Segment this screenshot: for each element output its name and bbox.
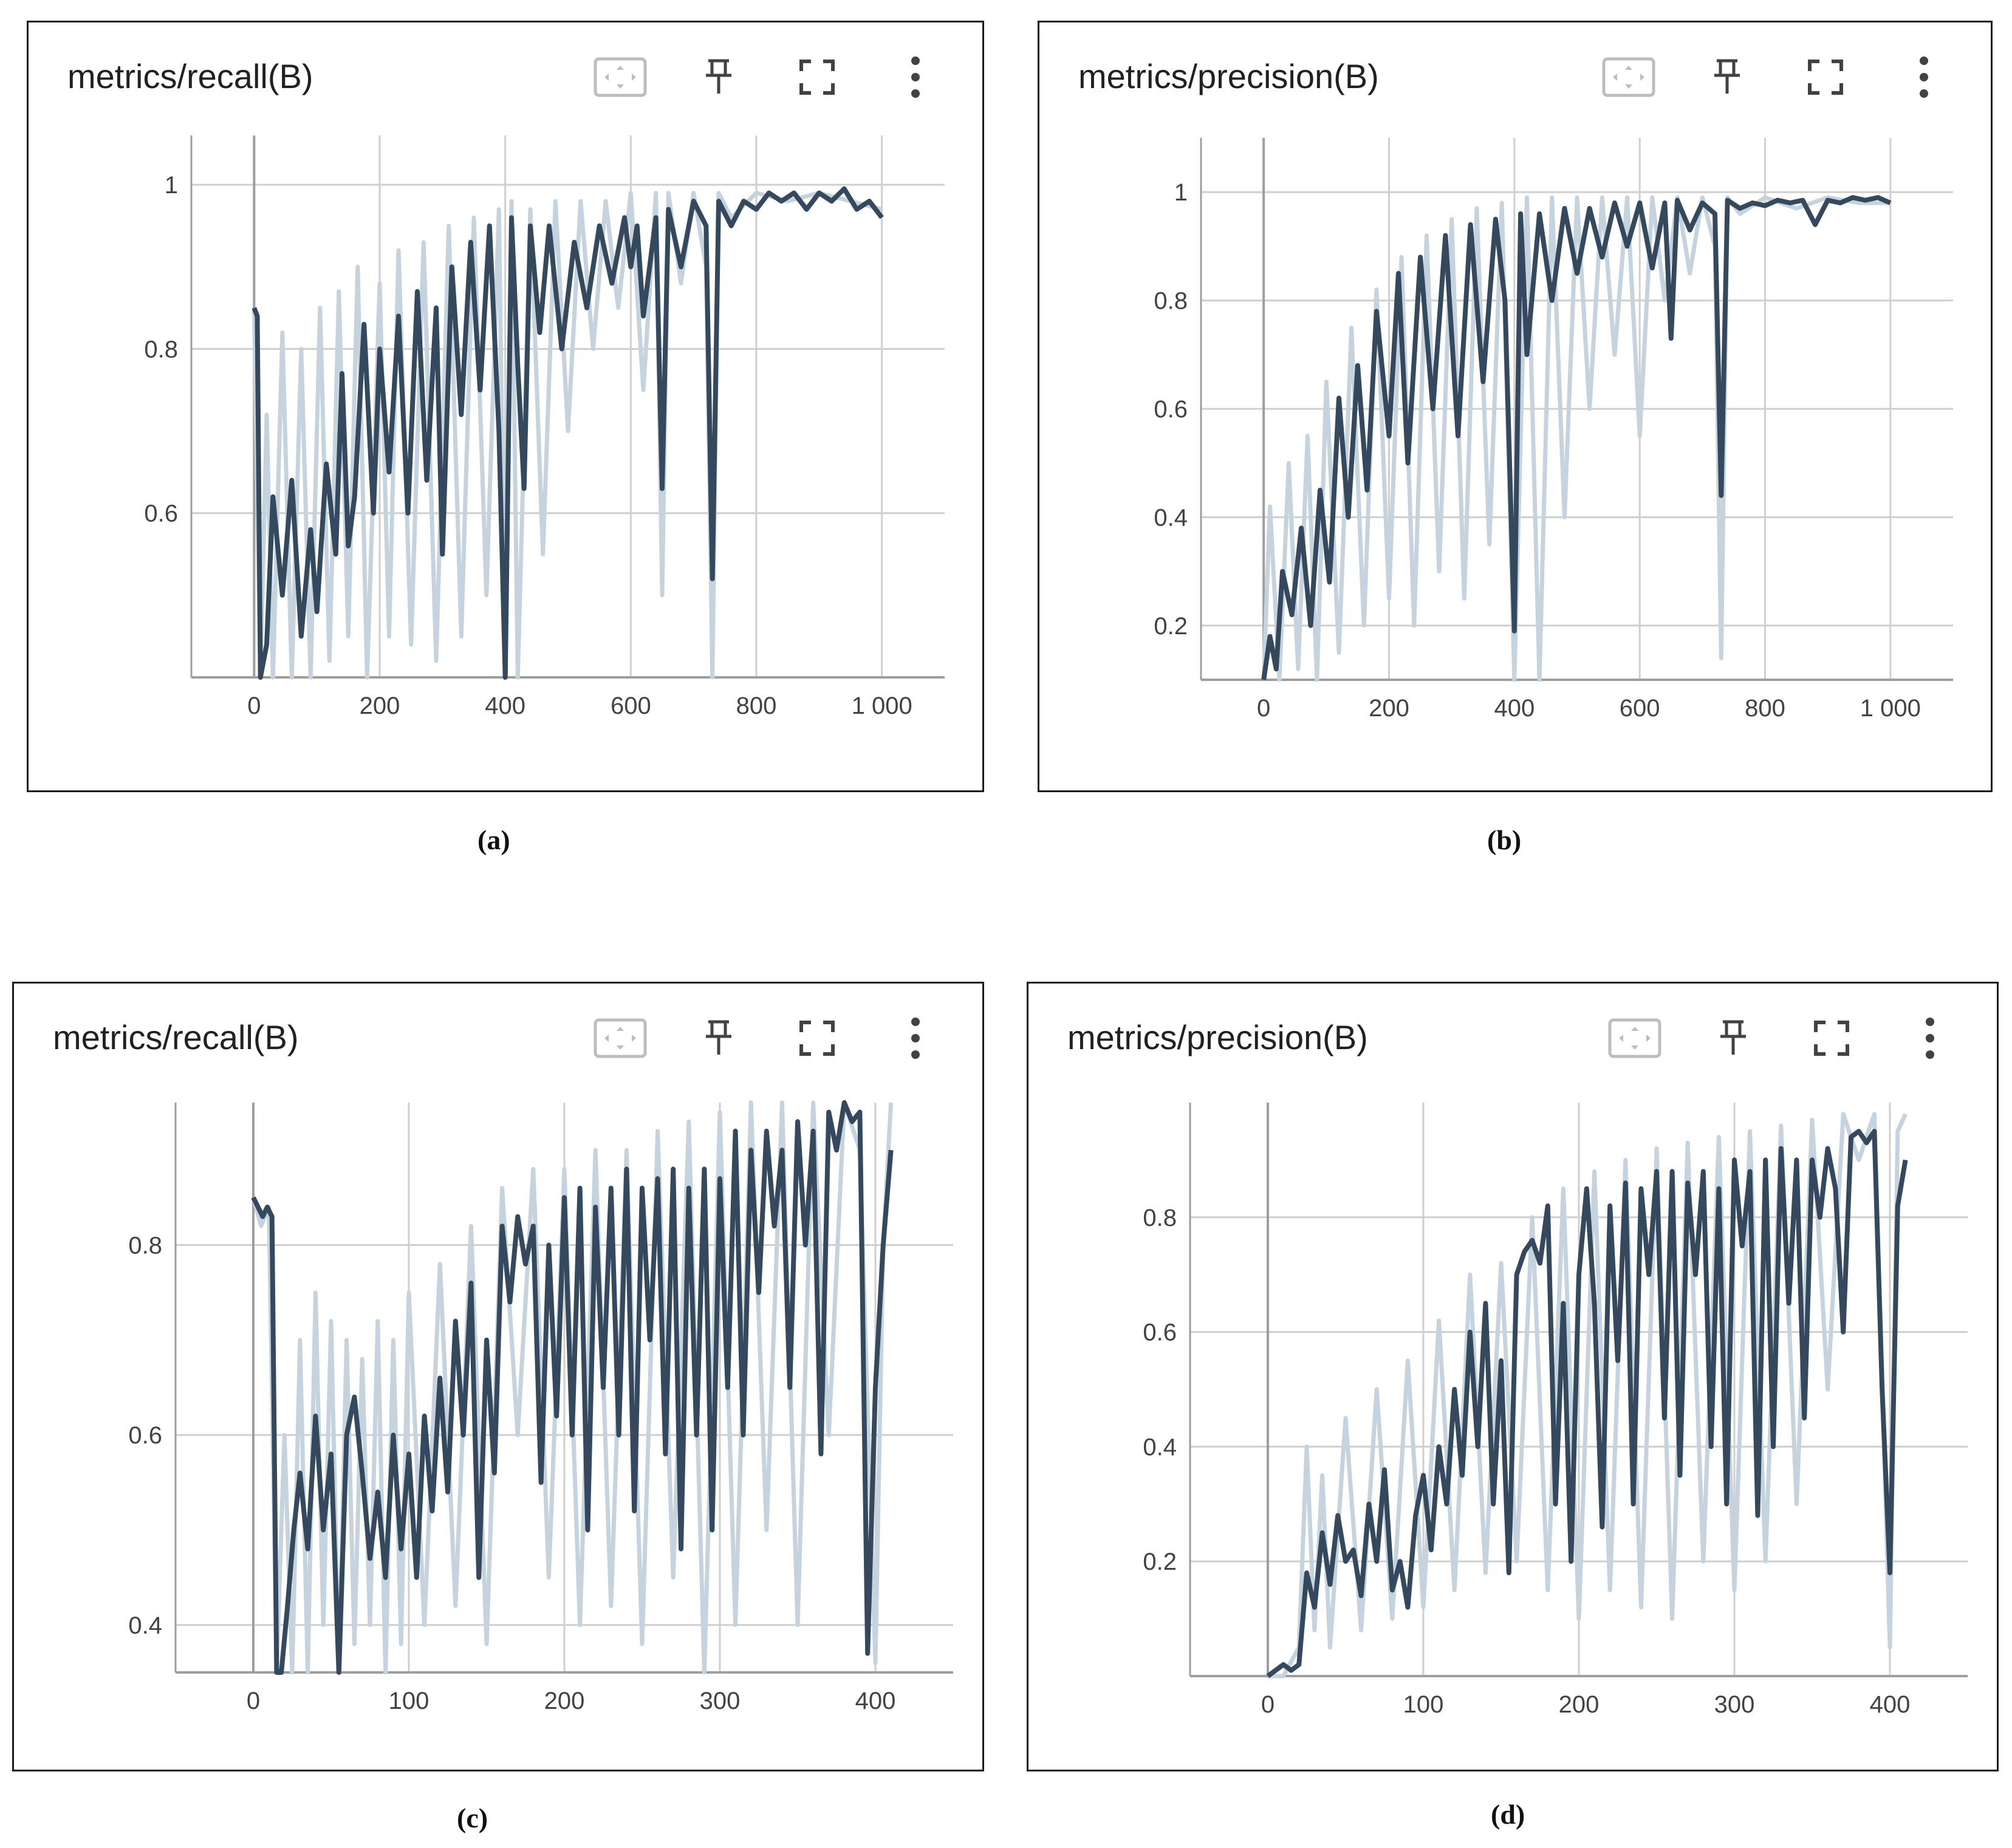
smoothed-series-line — [252, 186, 884, 680]
fit-domain-icon[interactable] — [1601, 54, 1657, 100]
x-tick-label: 0 — [247, 693, 261, 719]
fullscreen-icon[interactable] — [789, 1015, 845, 1061]
y-tick-label: 0.2 — [1143, 1549, 1177, 1575]
chart-toolbar — [1607, 1015, 1958, 1061]
chart-card-recall-a: metrics/recall(B) 0.6 0.8 1 0 200 400 600 800 1 … — [27, 21, 984, 792]
x-tick-label: 0 — [1261, 1691, 1275, 1718]
chart-toolbar — [1601, 54, 1952, 100]
chart-toolbar — [592, 1015, 943, 1061]
more-vert-icon[interactable] — [1902, 1015, 1958, 1061]
x-tick-label: 400 — [1870, 1691, 1911, 1718]
raw-series-line — [1268, 1112, 1908, 1679]
x-tick-label: 100 — [1403, 1691, 1444, 1718]
x-tick-label: 600 — [1620, 695, 1660, 722]
x-tick-label: 300 — [1714, 1691, 1755, 1718]
chart-plot: 0.6 0.8 1 0 200 400 600 800 1 000 — [144, 135, 945, 719]
fit-domain-icon[interactable] — [1607, 1015, 1663, 1061]
more-vert-icon[interactable] — [1896, 54, 1952, 100]
x-tick-label: 800 — [736, 693, 777, 719]
chart-card-precision-d: metrics/precision(B) 0.2 0.4 0.6 0.8 0 100 200… — [1027, 982, 1999, 1771]
pin-icon[interactable] — [1705, 1015, 1761, 1061]
x-tick-label: 200 — [544, 1688, 585, 1714]
pin-icon[interactable] — [691, 54, 747, 100]
smoothed-series-line — [251, 1100, 894, 1675]
y-tick-label: 0.8 — [144, 336, 178, 363]
y-tick-label: 0.6 — [1143, 1319, 1177, 1346]
y-tick-label: 0.4 — [128, 1612, 162, 1639]
x-tick-label: 1 000 — [1860, 695, 1921, 722]
x-tick-label: 200 — [1369, 695, 1409, 722]
chart-title: metrics/recall(B) — [67, 57, 313, 95]
y-tick-label: 0.8 — [128, 1233, 162, 1259]
fit-domain-icon[interactable] — [592, 1015, 648, 1061]
x-tick-label: 800 — [1745, 695, 1785, 722]
x-tick-label: 0 — [1257, 695, 1270, 722]
figure-caption: (b) — [1487, 824, 1522, 855]
y-tick-label: 0.8 — [1143, 1205, 1177, 1231]
chart-title: metrics/recall(B) — [53, 1018, 299, 1056]
smoothed-series-line — [1266, 1129, 1908, 1679]
x-tick-label: 1 000 — [852, 693, 912, 719]
y-tick-label: 0.8 — [1154, 288, 1188, 315]
fit-domain-icon[interactable] — [592, 54, 648, 100]
y-tick-label: 0.6 — [128, 1422, 162, 1449]
fullscreen-icon[interactable] — [789, 54, 845, 100]
x-tick-label: 400 — [855, 1688, 896, 1714]
chart-title: metrics/precision(B) — [1078, 57, 1379, 95]
y-tick-label: 0.2 — [1154, 613, 1188, 640]
x-tick-label: 0 — [247, 1688, 260, 1714]
chart-plot: 0.4 0.6 0.8 0 100 200 300 400 — [128, 1100, 953, 1714]
chart-toolbar — [592, 54, 943, 100]
x-tick-label: 600 — [611, 693, 651, 719]
x-tick-label: 200 — [360, 693, 400, 719]
chart-title: metrics/precision(B) — [1067, 1018, 1368, 1056]
smoothed-series-line — [1261, 195, 1892, 680]
y-tick-label: 0.6 — [144, 501, 178, 527]
figure-caption: (d) — [1491, 1799, 1525, 1830]
raw-series-line — [252, 191, 883, 680]
y-tick-label: 0.4 — [1154, 504, 1188, 531]
y-tick-label: 1 — [1174, 179, 1188, 206]
fullscreen-icon[interactable] — [1804, 1015, 1860, 1061]
chart-card-precision-b: metrics/precision(B) 0.2 0.4 0.6 0.8 1 0 200 40… — [1038, 21, 1993, 792]
x-tick-label: 200 — [1559, 1691, 1600, 1718]
x-tick-label: 100 — [389, 1688, 429, 1714]
fullscreen-icon[interactable] — [1798, 54, 1853, 100]
pin-icon[interactable] — [1699, 54, 1755, 100]
figure-caption: (c) — [457, 1802, 488, 1833]
pin-icon[interactable] — [691, 1015, 747, 1061]
more-vert-icon[interactable] — [888, 54, 943, 100]
more-vert-icon[interactable] — [888, 1015, 943, 1061]
y-tick-label: 1 — [165, 172, 178, 199]
figure-caption: (a) — [477, 824, 510, 855]
chart-card-recall-c: metrics/recall(B) 0.4 0.6 0.8 0 100 200 300 400 — [12, 982, 984, 1771]
y-tick-label: 0.4 — [1143, 1434, 1177, 1460]
y-tick-label: 0.6 — [1154, 396, 1188, 423]
chart-plot: 0.2 0.4 0.6 0.8 1 0 200 400 600 800 1 000 — [1154, 138, 1953, 722]
x-tick-label: 300 — [700, 1688, 741, 1714]
chart-plot: 0.2 0.4 0.6 0.8 0 100 200 300 400 — [1143, 1103, 1968, 1718]
x-tick-label: 400 — [1494, 695, 1535, 722]
x-tick-label: 400 — [485, 693, 525, 719]
